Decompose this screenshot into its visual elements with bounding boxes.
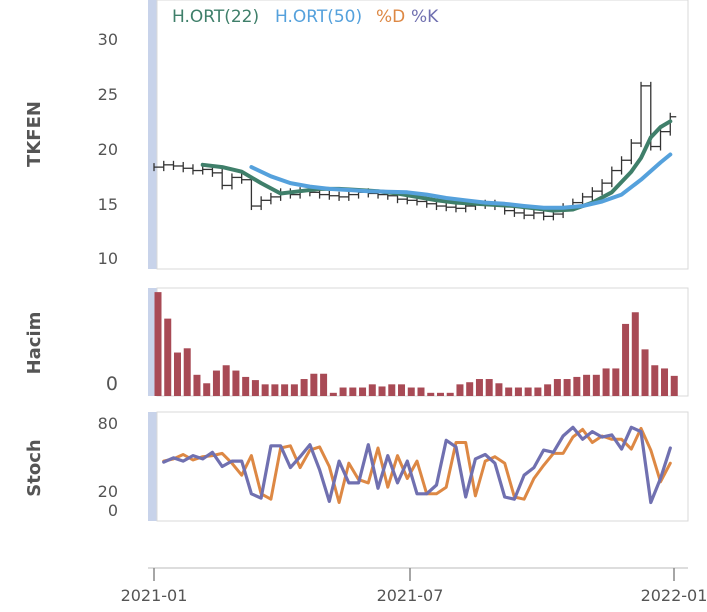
pct-k-line: [162, 425, 672, 505]
hort50-line: [249, 152, 673, 210]
stoch-y-ticks: 80 20 0: [98, 414, 118, 520]
volume-bars: [154, 292, 678, 396]
volume-panel-side-bar: [148, 288, 157, 396]
stoch-panel-label: Stoch: [24, 439, 45, 496]
volume-bar: [456, 384, 464, 396]
stoch-y-tick: 20: [98, 482, 118, 501]
volume-bar: [602, 368, 610, 396]
volume-y-tick: 0: [106, 373, 118, 395]
volume-bar: [505, 387, 513, 396]
volume-bar: [368, 384, 376, 396]
legend-item-hort22[interactable]: H.ORT(22): [172, 7, 259, 27]
price-y-tick: 30: [98, 30, 118, 49]
stoch-y-tick: 0: [108, 501, 118, 520]
price-moving-averages: [200, 119, 673, 213]
volume-bar: [670, 375, 678, 396]
volume-bar: [281, 384, 289, 396]
volume-bar: [622, 323, 630, 396]
pct-d-line: [162, 426, 672, 504]
legend-item-pct-d[interactable]: %D: [376, 7, 405, 27]
legend: H.ORT(22) H.ORT(50) %D %K: [172, 7, 439, 27]
volume-bar: [524, 387, 532, 396]
volume-bar: [446, 392, 454, 396]
volume-bar: [651, 365, 659, 396]
volume-bar: [310, 373, 318, 396]
price-panel-frame: [156, 0, 689, 270]
volume-bar: [271, 384, 279, 396]
volume-bar: [495, 383, 503, 396]
volume-bar: [378, 386, 386, 396]
legend-item-pct-k[interactable]: %K: [411, 7, 439, 27]
x-tick-label: 2022-01: [641, 586, 707, 605]
volume-bar: [631, 312, 639, 396]
volume-bar: [300, 379, 308, 396]
price-y-tick: 10: [98, 249, 118, 268]
stoch-panel-frame: [156, 411, 689, 522]
volume-panel-label: Hacim: [24, 312, 45, 375]
volume-bar: [661, 368, 669, 396]
volume-bar: [222, 365, 230, 396]
price-panel-label: TKFEN: [24, 101, 45, 167]
stoch-lines: [162, 425, 672, 505]
volume-bar: [466, 382, 474, 396]
price-y-tick: 15: [98, 195, 118, 214]
volume-bar: [573, 376, 581, 396]
volume-bar: [407, 387, 415, 396]
volume-bar: [514, 387, 522, 396]
hort22-line: [200, 119, 673, 213]
volume-bar: [427, 392, 435, 396]
volume-bar: [193, 374, 201, 396]
x-tick-label: 2021-07: [377, 586, 444, 605]
volume-bar: [436, 392, 444, 396]
legend-item-hort50[interactable]: H.ORT(50): [275, 7, 362, 27]
volume-bar: [183, 348, 191, 396]
price-y-ticks: 30 25 20 15 10: [98, 30, 118, 268]
volume-bar: [339, 387, 347, 396]
volume-bar: [534, 387, 542, 396]
volume-bar: [641, 349, 649, 396]
volume-bar: [563, 379, 571, 396]
volume-bar: [251, 380, 259, 396]
price-panel-side-bar: [148, 0, 157, 269]
volume-bar: [398, 384, 406, 396]
volume-bar: [612, 368, 620, 396]
volume-bar: [544, 384, 552, 396]
volume-bar: [553, 379, 561, 396]
x-axis-ticks: [153, 568, 675, 581]
price-y-tick: 25: [98, 85, 118, 104]
volume-bar: [475, 379, 483, 396]
volume-bar: [329, 392, 337, 396]
volume-bar: [359, 387, 367, 396]
volume-bar: [212, 370, 220, 396]
volume-bar: [349, 387, 357, 396]
volume-bar: [154, 292, 162, 396]
volume-bar: [173, 352, 181, 396]
volume-bar: [592, 374, 600, 396]
volume-bar: [320, 373, 328, 396]
volume-bar: [203, 383, 211, 396]
volume-bar: [164, 318, 172, 396]
price-y-tick: 20: [98, 140, 118, 159]
volume-bar: [583, 374, 591, 396]
volume-bar: [232, 370, 240, 396]
volume-bar: [388, 384, 396, 396]
volume-bar: [261, 384, 269, 396]
stoch-y-tick: 80: [98, 414, 118, 433]
panel-frames: [156, 0, 689, 522]
x-tick-label: 2021-01: [121, 586, 188, 605]
volume-bar: [485, 379, 493, 396]
volume-bar: [242, 376, 250, 396]
stoch-panel-side-bar: [148, 412, 157, 521]
volume-bar: [290, 384, 298, 396]
volume-bar: [417, 387, 425, 396]
